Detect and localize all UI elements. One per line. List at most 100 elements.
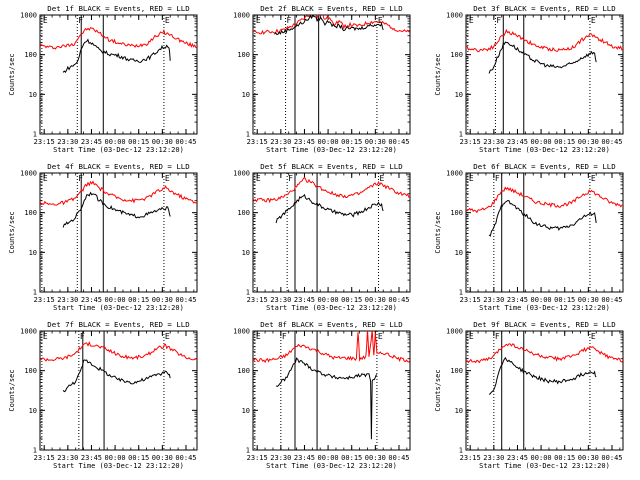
x-axis-label: Start Time (03-Dec-12 23:12:20) — [53, 146, 184, 154]
panel-title: Det 4f BLACK = Events, RED = LLD — [47, 162, 189, 171]
x-tick-label: 00:15 — [554, 138, 575, 146]
x-tick-label: 23:45 — [507, 454, 528, 462]
lld-rate-line — [466, 343, 623, 364]
x-tick-label: 00:45 — [388, 296, 409, 304]
y-tick-label: 10 — [455, 249, 463, 257]
x-tick-label: 00:15 — [554, 454, 575, 462]
y-tick-label: 1 — [459, 447, 463, 455]
plot-frame — [252, 330, 411, 451]
panel-title: Det 8f BLACK = Events, RED = LLD — [260, 320, 402, 329]
x-tick-label: 00:00 — [318, 138, 339, 146]
panel-title: Det 3f BLACK = Events, RED = LLD — [473, 4, 615, 13]
x-tick-label: 23:30 — [270, 296, 291, 304]
y-tick-label: 100 — [24, 367, 37, 375]
x-tick-label: 23:45 — [81, 454, 102, 462]
event-rate-line — [488, 199, 597, 237]
y-axis-label: Counts/sec — [434, 53, 442, 95]
detector-panel-7: Det 7f BLACK = Events, RED = LLD 1 10 100 10… — [8, 320, 198, 470]
x-tick-label: 00:15 — [128, 454, 149, 462]
lld-rate-line — [466, 186, 623, 214]
x-tick-label: 23:30 — [270, 138, 291, 146]
x-tick-label: 23:15 — [247, 296, 268, 304]
plot-frame — [465, 14, 624, 135]
y-tick-label: 100 — [450, 367, 463, 375]
x-tick-label: 23:30 — [57, 296, 78, 304]
x-tick-label: 00:30 — [152, 138, 173, 146]
y-tick-label: 1 — [246, 131, 250, 139]
lld-rate-line — [253, 331, 410, 364]
x-tick-label: 00:15 — [341, 138, 362, 146]
x-tick-label: 23:30 — [483, 454, 504, 462]
detector-panel-2: Det 2f BLACK = Events, RED = LLD 1 10 100 10… — [233, 4, 411, 154]
panel-title: Det 6f BLACK = Events, RED = LLD — [473, 162, 615, 171]
x-tick-label: 23:30 — [483, 296, 504, 304]
y-tick-label: 10 — [29, 91, 37, 99]
y-tick-label: 1000 — [446, 12, 463, 20]
x-tick-label: 23:30 — [57, 454, 78, 462]
y-tick-label: 100 — [450, 51, 463, 59]
event-rate-line — [488, 356, 597, 395]
x-tick-label: 00:00 — [318, 296, 339, 304]
y-tick-label: 1 — [33, 131, 37, 139]
lld-rate-line — [466, 28, 623, 53]
x-tick-label: 00:00 — [318, 454, 339, 462]
interval-marker-label: E — [165, 16, 170, 25]
y-tick-label: 1 — [33, 447, 37, 455]
interval-marker-label: E — [591, 174, 596, 183]
y-axis-label: Counts/sec — [8, 369, 16, 411]
x-tick-label: 00:15 — [341, 296, 362, 304]
x-tick-label: 23:15 — [34, 296, 55, 304]
interval-marker-label: E — [256, 174, 261, 183]
y-tick-label: 1 — [459, 289, 463, 297]
event-rate-line — [274, 15, 384, 36]
x-tick-label: 00:30 — [152, 296, 173, 304]
x-tick-label: 00:15 — [128, 138, 149, 146]
x-tick-label: 00:15 — [341, 454, 362, 462]
x-tick-label: 00:00 — [531, 138, 552, 146]
y-tick-label: 1000 — [446, 170, 463, 178]
x-tick-label: 00:00 — [105, 454, 126, 462]
x-tick-label: 00:15 — [554, 296, 575, 304]
x-axis-label: Start Time (03-Dec-12 23:12:20) — [53, 304, 184, 312]
lld-rate-line — [40, 26, 197, 50]
y-tick-label: 1 — [246, 289, 250, 297]
x-tick-label: 00:45 — [601, 138, 622, 146]
panel-title: Det 9f BLACK = Events, RED = LLD — [473, 320, 615, 329]
interval-marker-label: F — [496, 16, 501, 25]
y-tick-label: 10 — [455, 91, 463, 99]
lld-rate-line — [40, 180, 197, 206]
interval-marker-label: E — [379, 174, 384, 183]
y-tick-label: 100 — [237, 209, 250, 217]
x-tick-label: 00:15 — [128, 296, 149, 304]
panel-title: Det 2f BLACK = Events, RED = LLD — [260, 4, 402, 13]
y-axis-label: Counts/sec — [8, 53, 16, 95]
y-tick-label: 1000 — [446, 328, 463, 336]
interval-marker-label: E — [165, 332, 170, 341]
plot-frame — [465, 172, 624, 293]
y-axis-label: Counts/sec — [434, 211, 442, 253]
x-tick-label: 23:30 — [57, 138, 78, 146]
x-tick-label: 00:30 — [578, 296, 599, 304]
event-rate-line — [488, 41, 597, 74]
panel-title: Det 1f BLACK = Events, RED = LLD — [47, 4, 189, 13]
x-tick-label: 23:45 — [507, 138, 528, 146]
x-tick-label: 23:45 — [294, 296, 315, 304]
x-tick-label: 23:45 — [81, 296, 102, 304]
y-tick-label: 1 — [459, 131, 463, 139]
x-tick-label: 23:45 — [294, 138, 315, 146]
y-tick-label: 10 — [29, 249, 37, 257]
x-tick-label: 00:45 — [175, 138, 196, 146]
y-tick-label: 1000 — [233, 12, 250, 20]
y-tick-label: 10 — [242, 249, 250, 257]
panel-title: Det 7f BLACK = Events, RED = LLD — [47, 320, 189, 329]
event-rate-line — [275, 193, 384, 224]
interval-marker-label: F — [495, 174, 500, 183]
x-tick-label: 23:15 — [460, 138, 481, 146]
detector-panel-4: Det 4f BLACK = Events, RED = LLD 1 10 100 10… — [8, 162, 198, 312]
x-tick-label: 00:00 — [105, 138, 126, 146]
y-tick-label: 1000 — [20, 170, 37, 178]
interval-marker-label: E — [43, 174, 48, 183]
lld-rate-line — [253, 176, 410, 204]
x-tick-label: 23:15 — [460, 454, 481, 462]
